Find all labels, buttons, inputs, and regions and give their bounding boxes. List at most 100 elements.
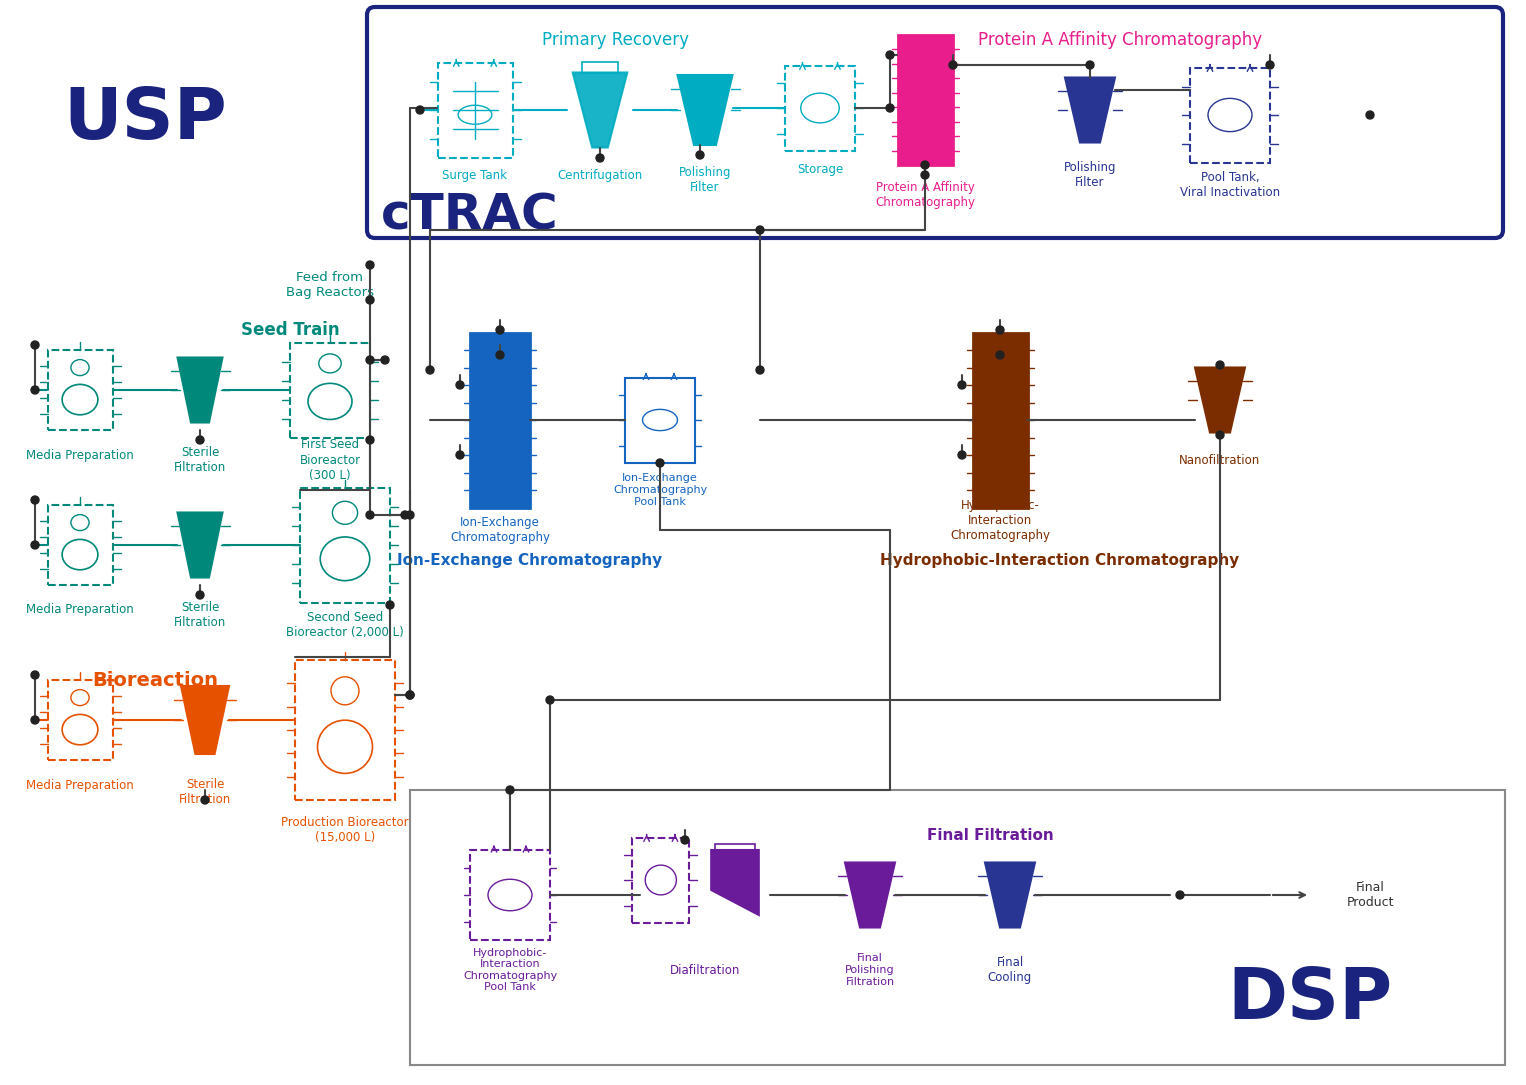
Text: Centrifugation: Centrifugation xyxy=(557,168,642,181)
Text: Sterile
Filtration: Sterile Filtration xyxy=(179,778,230,806)
Text: Storage: Storage xyxy=(797,164,844,177)
Text: Final Filtration: Final Filtration xyxy=(926,828,1053,842)
Circle shape xyxy=(31,341,40,349)
Circle shape xyxy=(31,496,40,505)
Circle shape xyxy=(681,837,690,844)
Text: Polishing
Filter: Polishing Filter xyxy=(1064,161,1116,189)
Text: Ion-Exchange
Chromatography: Ion-Exchange Chromatography xyxy=(450,516,549,544)
Text: Surge Tank: Surge Tank xyxy=(443,168,508,181)
Circle shape xyxy=(507,786,514,794)
Text: Protein A Affinity
Chromatography: Protein A Affinity Chromatography xyxy=(874,181,975,209)
Bar xyxy=(626,378,694,462)
Bar xyxy=(972,332,1027,508)
Text: Production Bioreactor
(15,000 L): Production Bioreactor (15,000 L) xyxy=(281,816,409,844)
Text: Final
Polishing
Filtration: Final Polishing Filtration xyxy=(845,954,894,986)
Circle shape xyxy=(1216,431,1224,439)
Text: Feed from
Bag Reactors: Feed from Bag Reactors xyxy=(285,271,374,299)
Text: Diafiltration: Diafiltration xyxy=(670,963,740,976)
Circle shape xyxy=(31,716,40,724)
Circle shape xyxy=(755,226,765,234)
Circle shape xyxy=(417,106,424,114)
Text: Media Preparation: Media Preparation xyxy=(26,603,134,616)
Bar xyxy=(581,62,618,73)
Polygon shape xyxy=(182,686,229,754)
Circle shape xyxy=(406,691,414,699)
Bar xyxy=(47,350,113,430)
Polygon shape xyxy=(984,863,1035,928)
Text: Final
Cooling: Final Cooling xyxy=(987,956,1032,984)
Circle shape xyxy=(696,151,703,159)
Circle shape xyxy=(949,61,957,69)
Text: USP: USP xyxy=(63,86,227,154)
Bar xyxy=(716,844,754,856)
Bar xyxy=(470,850,549,940)
Circle shape xyxy=(31,541,40,549)
Circle shape xyxy=(366,356,374,363)
Polygon shape xyxy=(845,863,896,928)
Circle shape xyxy=(366,511,374,519)
Polygon shape xyxy=(177,357,223,422)
Text: Hydrophobic-
Interaction
Chromatography
Pool Tank: Hydrophobic- Interaction Chromatography … xyxy=(462,947,557,993)
Circle shape xyxy=(406,691,414,699)
Bar xyxy=(290,343,369,437)
Bar xyxy=(295,660,395,800)
Circle shape xyxy=(386,601,394,609)
Polygon shape xyxy=(711,850,758,915)
Text: Second Seed
Bioreactor (2,000 L): Second Seed Bioreactor (2,000 L) xyxy=(287,611,404,639)
Circle shape xyxy=(996,326,1004,334)
Text: First Seed
Bioreactor
(300 L): First Seed Bioreactor (300 L) xyxy=(299,438,360,482)
Bar xyxy=(897,35,952,165)
Circle shape xyxy=(996,352,1004,359)
Circle shape xyxy=(31,671,40,679)
Circle shape xyxy=(496,326,504,334)
Text: Seed Train: Seed Train xyxy=(241,321,339,339)
Circle shape xyxy=(406,511,414,519)
Circle shape xyxy=(597,154,604,162)
Circle shape xyxy=(958,451,966,459)
Circle shape xyxy=(366,436,374,444)
Circle shape xyxy=(201,796,209,804)
Polygon shape xyxy=(1195,368,1245,433)
Polygon shape xyxy=(177,512,223,577)
Circle shape xyxy=(382,356,389,363)
Text: Final
Product: Final Product xyxy=(1346,881,1393,909)
Text: Sterile
Filtration: Sterile Filtration xyxy=(174,446,226,474)
Text: Hydrophobic-Interaction Chromatography: Hydrophobic-Interaction Chromatography xyxy=(881,552,1239,567)
Bar xyxy=(1190,67,1270,163)
Circle shape xyxy=(922,171,929,179)
Text: Pool Tank,
Viral Inactivation: Pool Tank, Viral Inactivation xyxy=(1180,171,1280,199)
Text: Hydrophobic-
Interaction
Chromatography: Hydrophobic- Interaction Chromatography xyxy=(951,498,1050,541)
Circle shape xyxy=(656,459,664,467)
Circle shape xyxy=(366,296,374,304)
Circle shape xyxy=(546,695,554,704)
Bar xyxy=(47,680,113,759)
Bar xyxy=(470,332,530,508)
Circle shape xyxy=(456,381,464,390)
Circle shape xyxy=(1177,891,1184,899)
Bar xyxy=(632,838,690,922)
Text: cTRAC: cTRAC xyxy=(382,191,559,239)
Circle shape xyxy=(1087,61,1094,69)
Circle shape xyxy=(195,591,204,599)
Polygon shape xyxy=(1065,77,1116,142)
Text: Ion-Exchange
Chromatography
Pool Tank: Ion-Exchange Chromatography Pool Tank xyxy=(613,473,707,507)
Polygon shape xyxy=(572,73,627,148)
Circle shape xyxy=(922,161,929,169)
Bar xyxy=(301,487,391,602)
Text: Primary Recovery: Primary Recovery xyxy=(542,31,688,49)
Text: Ion-Exchange Chromatography: Ion-Exchange Chromatography xyxy=(397,552,662,567)
Circle shape xyxy=(366,261,374,269)
Circle shape xyxy=(1366,111,1373,119)
Circle shape xyxy=(1267,61,1274,69)
Circle shape xyxy=(426,366,433,374)
Circle shape xyxy=(1216,361,1224,369)
Text: Media Preparation: Media Preparation xyxy=(26,779,134,791)
Text: Protein A Affinity Chromatography: Protein A Affinity Chromatography xyxy=(978,31,1262,49)
Circle shape xyxy=(401,511,409,519)
Text: DSP: DSP xyxy=(1227,966,1393,1034)
Circle shape xyxy=(456,451,464,459)
Text: Media Preparation: Media Preparation xyxy=(26,448,134,461)
Circle shape xyxy=(31,386,40,394)
Text: Nanofiltration: Nanofiltration xyxy=(1180,454,1260,467)
Circle shape xyxy=(887,51,894,59)
